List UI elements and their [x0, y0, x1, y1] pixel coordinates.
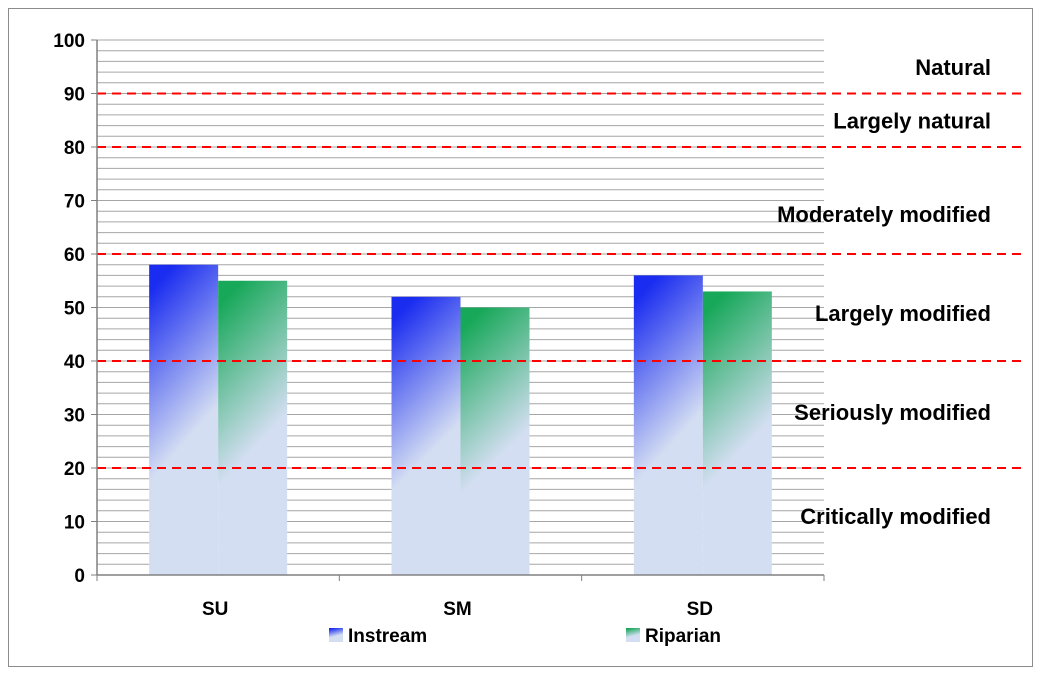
bar-instream-sm	[391, 296, 461, 575]
y-tick-label: 70	[64, 192, 85, 213]
y-tick-label: 30	[64, 406, 85, 427]
y-tick-label: 20	[64, 459, 85, 480]
y-tick-label: 40	[64, 352, 85, 373]
bar-instream-su	[149, 264, 219, 575]
legend-swatch-instream	[329, 628, 343, 642]
x-tick-label: SD	[687, 599, 713, 620]
band-label: Critically modified	[800, 504, 991, 529]
bar-chart: SU SM SD 0 10 20 30 40 50 60 70 80 90 100 Natural Large…	[53, 31, 1025, 647]
x-tick-label: SU	[202, 599, 228, 620]
bars	[149, 264, 772, 575]
band-label: Seriously modified	[794, 400, 991, 425]
band-label: Largely modified	[815, 301, 991, 326]
y-tick-label: 80	[64, 138, 85, 159]
legend-label-instream: Instream	[348, 626, 427, 647]
y-tick-label: 50	[64, 299, 85, 320]
bar-riparian-sd	[702, 291, 772, 575]
band-label: Moderately modified	[777, 202, 991, 227]
bar-riparian-su	[218, 280, 288, 575]
y-tick-label: 10	[64, 513, 85, 534]
labels: SU SM SD 0 10 20 30 40 50 60 70 80 90 100 Natural Large…	[53, 31, 991, 620]
bar-instream-sd	[633, 275, 703, 575]
y-tick-label: 60	[64, 245, 85, 266]
y-tick-label: 0	[74, 566, 85, 587]
y-tick-label: 90	[64, 85, 85, 106]
band-label: Natural	[915, 55, 991, 80]
bar-riparian-sm	[460, 307, 530, 575]
legend: Instream Riparian	[329, 626, 721, 647]
threshold-lines	[97, 92, 1025, 469]
y-tick-label: 100	[53, 31, 85, 52]
axes	[91, 39, 825, 581]
chart-frame: SU SM SD 0 10 20 30 40 50 60 70 80 90 100 Natural Large…	[8, 8, 1033, 667]
legend-swatch-riparian	[626, 628, 640, 642]
legend-label-riparian: Riparian	[645, 626, 721, 647]
x-tick-label: SM	[443, 599, 472, 620]
band-label: Largely natural	[833, 108, 991, 133]
